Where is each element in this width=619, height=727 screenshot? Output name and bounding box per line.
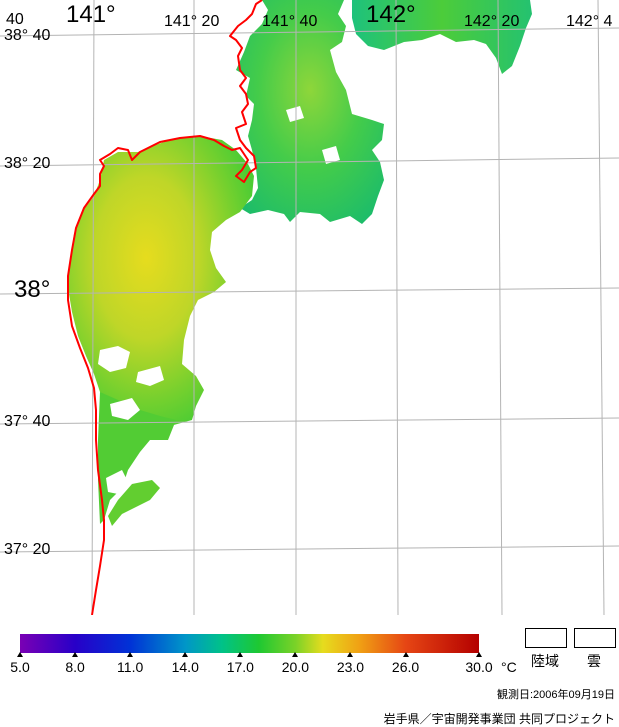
- cloud-gap: [286, 106, 304, 122]
- colorbar-tick-mark: [347, 652, 354, 657]
- organization-credit: 岩手県／宇宙開発事業団 共同プロジェクト: [383, 712, 615, 726]
- sst-region-bay: [68, 136, 254, 426]
- temperature-unit: °C: [501, 659, 517, 675]
- colorbar-tick-mark: [292, 652, 299, 657]
- lon-label-142-20: 142° 20: [464, 13, 520, 30]
- cloud-legend-label: 雲: [587, 653, 601, 669]
- colorbar-tick-mark: [182, 652, 189, 657]
- colorbar-tick-label: 8.0: [65, 659, 85, 675]
- lon-label-140-40: 40: [6, 11, 24, 28]
- cloud-legend-swatch: [574, 628, 616, 648]
- temperature-colorbar: [20, 634, 479, 653]
- lat-label-38-40: 38° 40: [4, 27, 51, 44]
- colorbar-tick-mark: [17, 652, 23, 657]
- sst-region-north: [236, 0, 384, 224]
- colorbar-tick-mark: [72, 652, 79, 657]
- cloud-gap: [98, 346, 130, 372]
- lon-label-141: 141°: [66, 1, 116, 28]
- coastline: [67, 0, 263, 615]
- colorbar-tick-label: 20.0: [281, 659, 310, 675]
- sst-region-northeast: [352, 0, 532, 74]
- colorbar-tick-mark: [237, 652, 244, 657]
- lat-label-37-20: 37° 20: [4, 541, 51, 558]
- cloud-gap: [322, 146, 340, 164]
- colorbar-tick-label: 5.0: [10, 659, 30, 675]
- lon-label-141-20: 141° 20: [164, 13, 220, 30]
- colorbar-tick-label: 11.0: [117, 659, 144, 675]
- land-legend-label: 陸域: [531, 653, 559, 669]
- cloud-gap: [136, 366, 164, 386]
- colorbar-tick-label: 30.0: [465, 659, 493, 675]
- sea-surface-temperature-map: 40 141° 141° 20 141° 40 142° 142° 20 142…: [0, 0, 619, 615]
- cloud-gap: [110, 398, 140, 420]
- colorbar-tick-label: 23.0: [336, 659, 365, 675]
- colorbar-tick-label: 14.0: [171, 659, 199, 675]
- sst-region-south-patch: [108, 480, 160, 526]
- map-canvas: [0, 0, 619, 615]
- lon-label-142-40: 142° 4: [566, 13, 613, 30]
- lon-label-142: 142°: [366, 1, 416, 28]
- lat-label-38: 38°: [14, 276, 51, 303]
- colorbar-tick-mark: [127, 652, 134, 657]
- colorbar-tick-label: 26.0: [391, 659, 420, 675]
- land-legend-swatch: [525, 628, 567, 648]
- graticule: [0, 0, 619, 615]
- colorbar-tick-label: 17.0: [226, 659, 254, 675]
- lat-label-37-40: 37° 40: [4, 413, 51, 430]
- colorbar-tick-mark: [476, 652, 482, 657]
- colorbar-tick-mark: [402, 652, 409, 657]
- lon-label-141-40: 141° 40: [262, 13, 318, 30]
- cloud-gap: [106, 470, 130, 494]
- lat-label-38-20: 38° 20: [4, 155, 51, 172]
- observation-date: 観測日:2006年09月19日: [497, 689, 615, 701]
